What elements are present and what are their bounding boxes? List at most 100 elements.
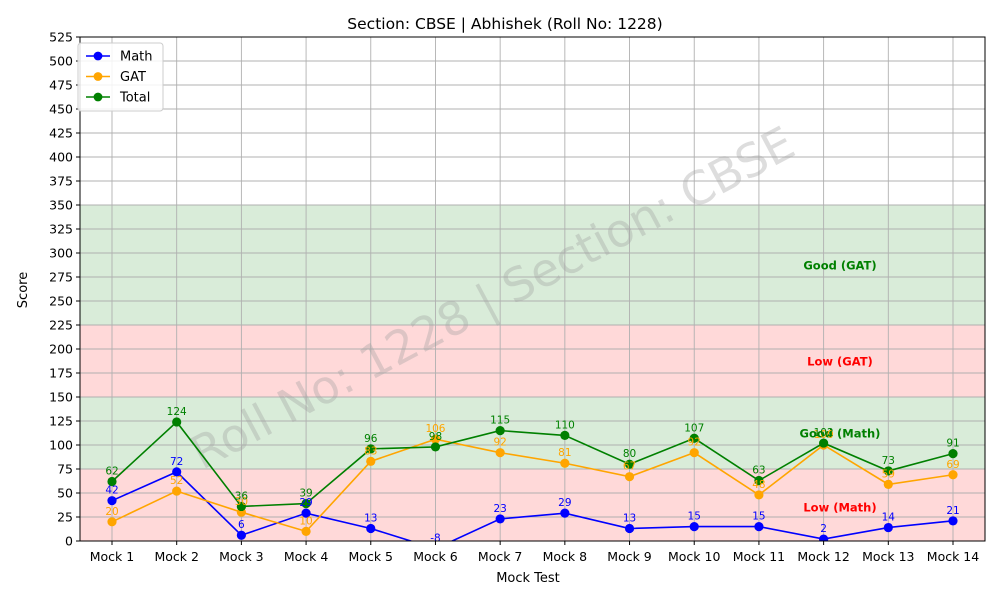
gat-point: [560, 458, 570, 468]
math-point: [883, 522, 893, 533]
total-point: [107, 476, 117, 487]
total-data-label: 80: [623, 448, 636, 460]
gat-point: [689, 448, 699, 458]
legend-gat-label: GAT: [120, 70, 146, 85]
x-tick-label: Mock 7: [478, 549, 522, 564]
math-point: [819, 534, 829, 541]
y-tick-label: 25: [57, 510, 73, 525]
gat-data-label: 52: [170, 475, 183, 487]
gat-point: [107, 517, 117, 527]
zone-label-low-math: Low (Math): [803, 500, 876, 514]
y-axis-ticks: 0 25 50 75 100 125 150 175 200 225 250 275 300 325 350…: [49, 30, 80, 549]
gat-data-label: 81: [558, 447, 571, 459]
y-tick-label: 525: [49, 30, 73, 45]
total-data-label: 63: [752, 465, 765, 477]
math-point: [948, 516, 958, 526]
math-data-label: 13: [623, 513, 636, 525]
math-data-label: 42: [105, 485, 118, 497]
total-point: [560, 430, 570, 440]
total-point: [495, 426, 505, 436]
y-tick-label: 50: [57, 486, 73, 501]
math-data-label: 6: [238, 519, 245, 531]
math-point: [624, 523, 635, 534]
math-data-label: 13: [364, 513, 377, 525]
x-tick-label: Mock 5: [349, 549, 393, 564]
y-tick-label: 400: [49, 150, 73, 165]
math-line: [111, 470, 954, 541]
y-tick-label: 500: [49, 54, 73, 69]
total-data-label: 39: [299, 488, 312, 500]
x-tick-label: Mock 12: [797, 549, 849, 564]
total-point: [754, 475, 764, 486]
gat-point: [948, 470, 958, 480]
total-point: [301, 498, 311, 509]
math-data-label: 21: [946, 505, 959, 517]
x-axis-ticks: Mock 1 Mock 2 Mock 3 Mock 4 Mock 5 Mock 6 Mock…: [90, 541, 979, 564]
legend: Math GAT Total: [77, 42, 164, 112]
total-data-label: 102: [814, 427, 834, 439]
total-point: [883, 466, 893, 476]
math-point: [495, 514, 505, 524]
math-point: [236, 530, 246, 540]
legend-total-marker: [93, 92, 103, 102]
y-tick-label: 350: [49, 198, 73, 213]
math-point: [366, 523, 376, 534]
math-data-label: 72: [170, 456, 183, 468]
total-data-label: 110: [555, 419, 575, 431]
x-tick-label: Mock 11: [733, 549, 785, 564]
x-tick-label: Mock 14: [927, 549, 979, 564]
gat-data-label: 59: [882, 468, 895, 480]
y-tick-label: 75: [57, 462, 73, 477]
y-tick-label: 475: [49, 78, 73, 93]
x-tick-label: Mock 10: [668, 549, 720, 564]
y-tick-label: 300: [49, 246, 73, 261]
y-tick-label: 125: [49, 414, 73, 429]
math-data-label: 23: [493, 503, 506, 515]
gat-point: [883, 479, 893, 489]
y-tick-label: 150: [49, 390, 73, 405]
x-tick-label: Mock 3: [219, 549, 263, 564]
total-line: [111, 420, 954, 508]
math-data-label: 15: [752, 511, 765, 523]
gat-data-label: 92: [493, 437, 506, 449]
y-tick-label: 275: [49, 270, 73, 285]
gat-point: [172, 486, 182, 496]
gat-point: [430, 434, 441, 444]
gat-data-label: 83: [364, 445, 377, 457]
x-tick-label: Mock 4: [284, 549, 329, 564]
gat-point: [366, 456, 376, 466]
y-tick-label: 375: [49, 174, 73, 189]
total-point: [624, 459, 635, 469]
zone-label-low-gat: Low (GAT): [807, 354, 873, 368]
x-tick-label: Mock 13: [862, 549, 914, 564]
total-data-label: 36: [235, 490, 249, 502]
math-point: [107, 496, 117, 506]
gat-point: [624, 472, 635, 482]
plot-frame: [79, 36, 986, 542]
math-point: [689, 522, 699, 532]
zone-low-gat: [80, 325, 985, 397]
total-data-label: 98: [429, 431, 442, 443]
total-point: [430, 442, 441, 452]
x-tick-label: Mock 9: [607, 549, 652, 564]
gat-data-label: 30: [235, 496, 248, 508]
math-point: [560, 508, 570, 518]
total-point: [366, 444, 376, 454]
y-tick-label: 325: [49, 222, 73, 237]
y-tick-label: 425: [49, 126, 73, 141]
total-point: [948, 449, 958, 459]
gat-point: [495, 448, 505, 458]
math-data-label: -8: [430, 533, 440, 545]
total-data-label: 124: [167, 406, 187, 418]
x-tick-label: Mock 1: [90, 549, 134, 564]
legend-math-marker: [93, 51, 103, 61]
total-point: [689, 433, 699, 443]
zone-low-math: [80, 469, 985, 541]
gat-data-label: 92: [688, 437, 701, 449]
gat-data-label: 106: [425, 423, 445, 435]
zone-labels: Low (Math) Good (Math) Low (GAT) Good (GAT): [800, 258, 881, 514]
total-point: [819, 438, 829, 448]
series-lines: [107, 417, 958, 541]
